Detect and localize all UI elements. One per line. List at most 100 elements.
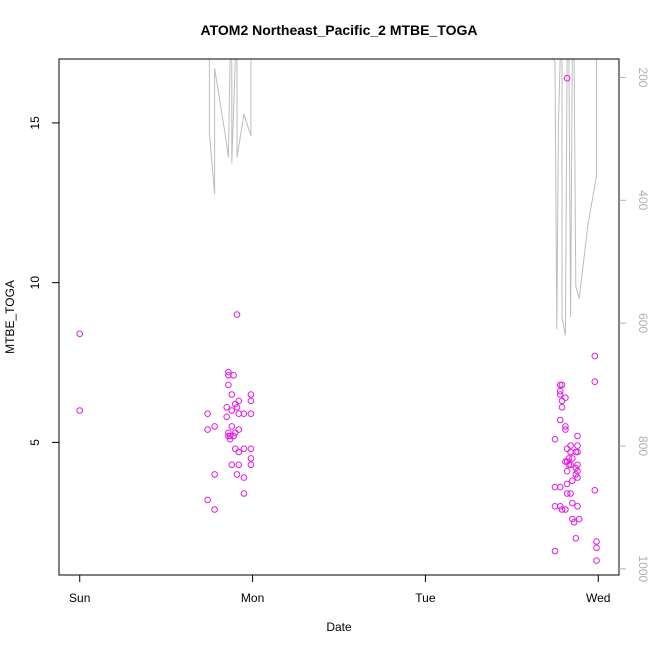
data-point <box>235 426 243 433</box>
y2-tick-label: 400 <box>636 190 650 210</box>
data-point <box>563 490 571 497</box>
data-point <box>226 432 234 440</box>
data-point <box>562 506 569 513</box>
data-point <box>235 448 243 456</box>
y2-tick-label: 800 <box>636 436 650 456</box>
data-point <box>247 410 255 418</box>
data-point <box>551 547 559 555</box>
data-point <box>572 471 580 478</box>
data-point <box>211 423 218 430</box>
data-point <box>225 381 232 389</box>
data-point <box>247 391 255 398</box>
secondary-line-segment <box>208 59 252 195</box>
data-point <box>247 455 255 462</box>
data-point <box>567 461 574 469</box>
data-point <box>225 368 232 376</box>
x-axis: Sun Mon Tue Wed <box>69 575 610 605</box>
data-point <box>235 397 243 405</box>
data-point <box>556 503 564 510</box>
data-point <box>235 461 243 469</box>
data-point <box>211 471 218 478</box>
data-point <box>233 404 241 411</box>
data-point <box>232 445 239 453</box>
data-point <box>247 461 255 469</box>
chart-title: ATOM2 Northeast_Pacific_2 MTBE_TOGA <box>201 22 478 38</box>
data-point <box>574 461 581 469</box>
x-tick-label: Tue <box>415 591 436 605</box>
data-point <box>567 490 574 497</box>
data-point <box>223 404 230 411</box>
data-point <box>556 483 564 491</box>
data-point <box>558 397 566 405</box>
data-point <box>563 480 571 488</box>
data-point <box>572 535 580 542</box>
secondary-line-segment <box>552 59 597 336</box>
data-point <box>240 410 248 418</box>
data-point <box>567 442 574 449</box>
data-point <box>569 499 576 507</box>
y2-tick-label: 200 <box>636 67 650 87</box>
data-point <box>558 381 566 389</box>
data-point <box>572 464 580 472</box>
data-point <box>228 391 236 398</box>
data-point <box>76 407 83 414</box>
data-point <box>565 455 573 462</box>
y-axis: 5 10 15 <box>28 116 59 446</box>
data-point <box>211 506 218 513</box>
x-tick-label: Wed <box>586 591 610 605</box>
data-point <box>228 461 236 469</box>
x-tick-label: Sun <box>69 591 90 605</box>
data-point <box>556 381 564 389</box>
plot-frame <box>58 58 620 576</box>
data-point <box>225 429 232 437</box>
y-axis-label: MTBE_TOGA <box>3 280 17 354</box>
data-point <box>204 410 211 418</box>
data-point <box>574 503 581 510</box>
data-point <box>591 487 599 494</box>
data-point <box>591 378 599 386</box>
y2-tick-label: 1000 <box>636 556 650 583</box>
x-axis-label: Date <box>326 620 352 634</box>
data-point <box>204 426 211 433</box>
data-point <box>574 432 581 440</box>
data-point <box>570 519 578 526</box>
y-tick-label: 15 <box>28 116 42 130</box>
data-point <box>556 391 564 398</box>
data-point <box>558 404 566 411</box>
y2-axis: 200 400 600 800 1000 <box>619 67 650 583</box>
data-point <box>230 432 237 440</box>
y2-tick-label: 600 <box>636 313 650 333</box>
secondary-series-layer <box>208 59 597 336</box>
data-point <box>593 538 600 545</box>
y-tick-label: 10 <box>28 276 42 290</box>
data-point <box>569 477 576 485</box>
data-point <box>228 407 236 414</box>
data-point <box>562 423 569 430</box>
data-point <box>593 557 600 564</box>
points-layer <box>76 74 600 564</box>
data-point <box>593 544 600 552</box>
data-point <box>575 515 583 523</box>
data-point <box>569 455 576 462</box>
data-point <box>240 490 248 497</box>
data-point <box>247 445 255 453</box>
data-point <box>569 515 576 523</box>
data-point <box>247 397 255 405</box>
data-point <box>76 330 83 338</box>
data-point <box>223 413 230 421</box>
data-point <box>240 445 248 453</box>
data-point <box>233 311 241 318</box>
data-point <box>563 74 571 82</box>
data-point <box>558 506 566 513</box>
data-point <box>240 474 248 481</box>
data-point <box>574 442 581 449</box>
data-point <box>228 423 236 430</box>
x-tick-label: Mon <box>241 591 264 605</box>
data-point <box>574 467 581 475</box>
data-point <box>204 496 211 504</box>
data-point <box>591 352 599 360</box>
data-point <box>235 410 243 418</box>
data-point <box>233 471 241 478</box>
data-point <box>563 445 571 453</box>
data-point <box>556 416 564 424</box>
